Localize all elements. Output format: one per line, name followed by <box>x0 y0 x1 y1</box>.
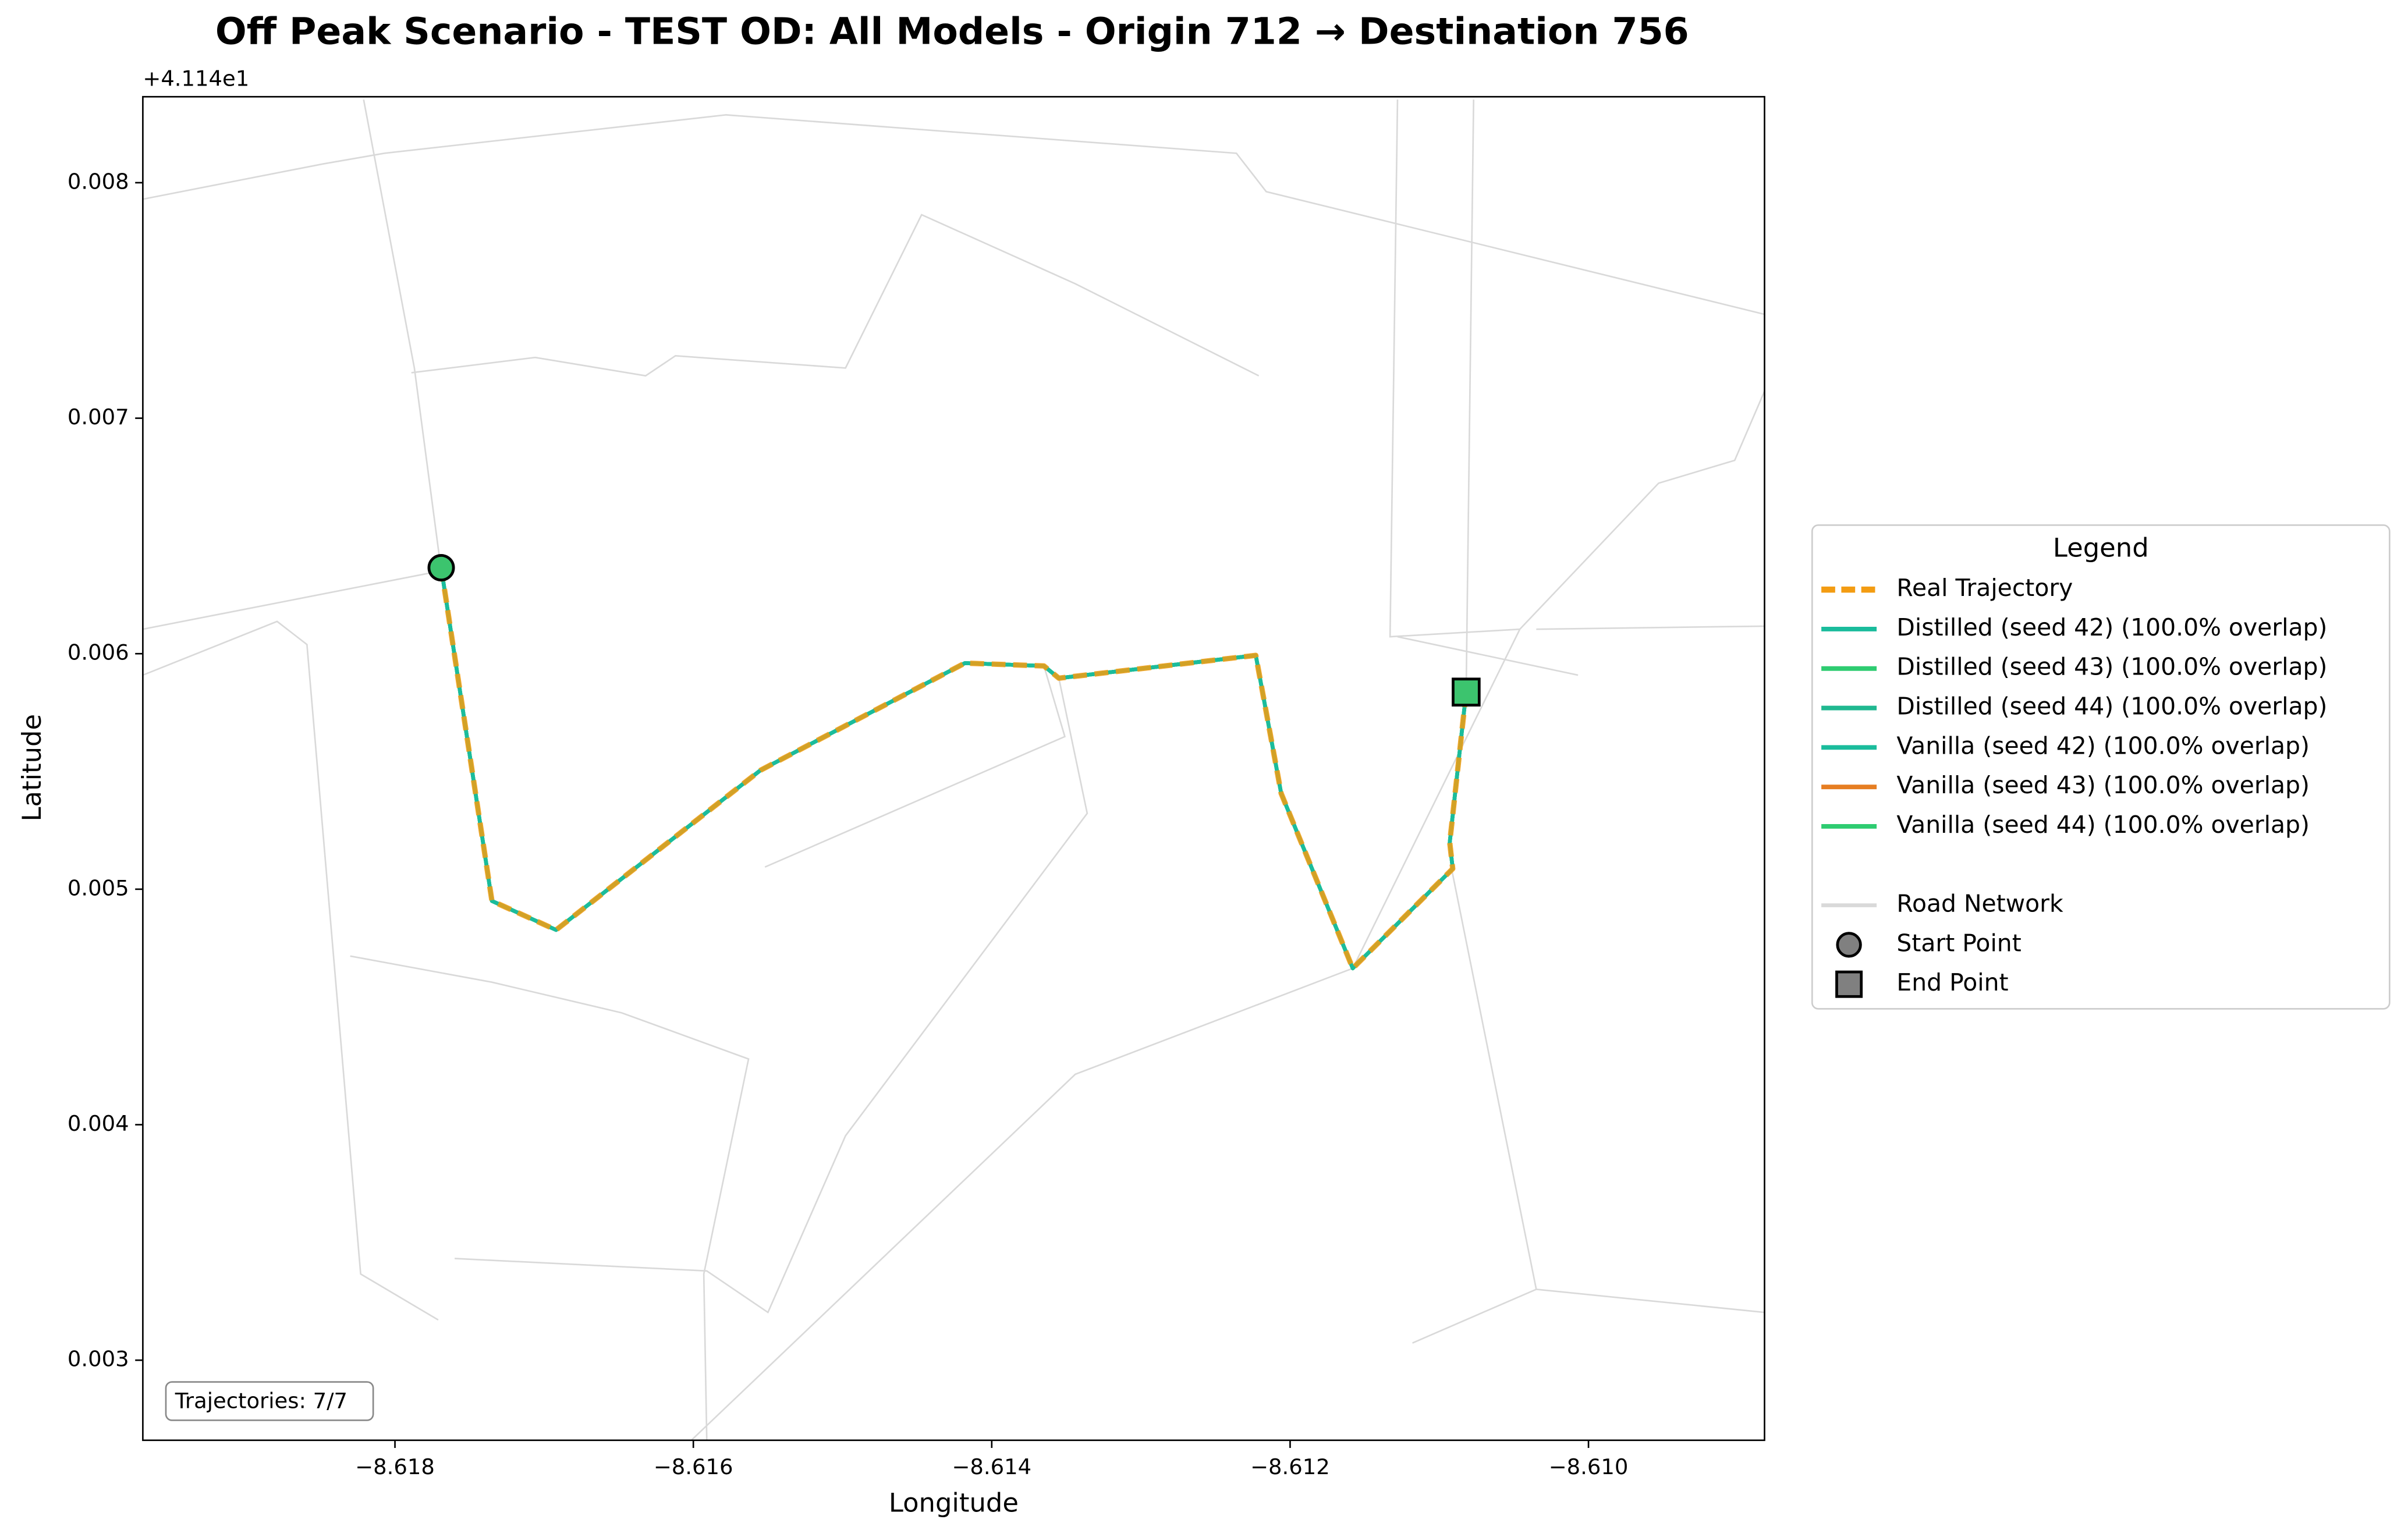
y-offset-label: +4.114e1 <box>143 66 249 91</box>
x-axis-label: Longitude <box>889 1488 1019 1518</box>
legend-label: Vanilla (seed 43) (100.0% overlap) <box>1896 771 2310 799</box>
legend-label: Distilled (seed 43) (100.0% overlap) <box>1896 653 2327 681</box>
road <box>411 214 1260 377</box>
y-tick-label: 0.008 <box>68 169 129 194</box>
road <box>143 620 439 1321</box>
end-marker <box>1452 677 1481 707</box>
legend-label: Distilled (seed 44) (100.0% overlap) <box>1896 693 2327 720</box>
plot-content <box>143 99 1765 1440</box>
start-marker <box>427 554 455 582</box>
road <box>1465 100 1475 693</box>
legend-label: Road Network <box>1896 890 2063 918</box>
legend-label: Start Point <box>1896 929 2021 957</box>
legend-label: Distilled (seed 42) (100.0% overlap) <box>1896 613 2327 641</box>
road <box>1412 1288 1537 1344</box>
legend-marker <box>1836 932 1862 958</box>
road <box>764 665 1066 868</box>
x-tick-label: −8.618 <box>355 1454 435 1479</box>
y-tick-label: 0.006 <box>68 640 129 665</box>
legend-title: Legend <box>2053 533 2149 563</box>
x-tick-label: −8.614 <box>952 1454 1031 1479</box>
road <box>363 99 442 571</box>
axes-frame <box>142 95 1765 1442</box>
x-tick-label: −8.610 <box>1549 1454 1629 1479</box>
legend-label: Real Trajectory <box>1896 574 2073 602</box>
legend-label: End Point <box>1896 968 2008 996</box>
y-axis-label: Latitude <box>16 714 47 822</box>
y-tick-label: 0.005 <box>68 875 129 900</box>
legend-label: Vanilla (seed 42) (100.0% overlap) <box>1896 732 2310 759</box>
x-tick-label: −8.616 <box>654 1454 733 1479</box>
road <box>143 570 442 630</box>
road <box>1397 636 1579 676</box>
x-tick-label: −8.612 <box>1250 1454 1330 1479</box>
road <box>455 678 1088 1314</box>
chart-title: Off Peak Scenario - TEST OD: All Models … <box>215 10 1689 53</box>
y-tick-label: 0.003 <box>68 1347 129 1372</box>
legend-label: Vanilla (seed 44) (100.0% overlap) <box>1896 811 2310 839</box>
legend-box <box>1811 524 2391 1010</box>
trajectory-line <box>438 567 1469 971</box>
y-tick-label: 0.007 <box>68 404 129 429</box>
road <box>1389 100 1520 638</box>
annotation-box <box>165 1381 374 1421</box>
road <box>143 114 1765 315</box>
y-tick-label: 0.004 <box>68 1111 129 1136</box>
road <box>350 955 750 1440</box>
annotation: Trajectories: 7/7 <box>175 1388 347 1413</box>
road <box>1536 625 1765 630</box>
legend-marker <box>1835 970 1863 998</box>
